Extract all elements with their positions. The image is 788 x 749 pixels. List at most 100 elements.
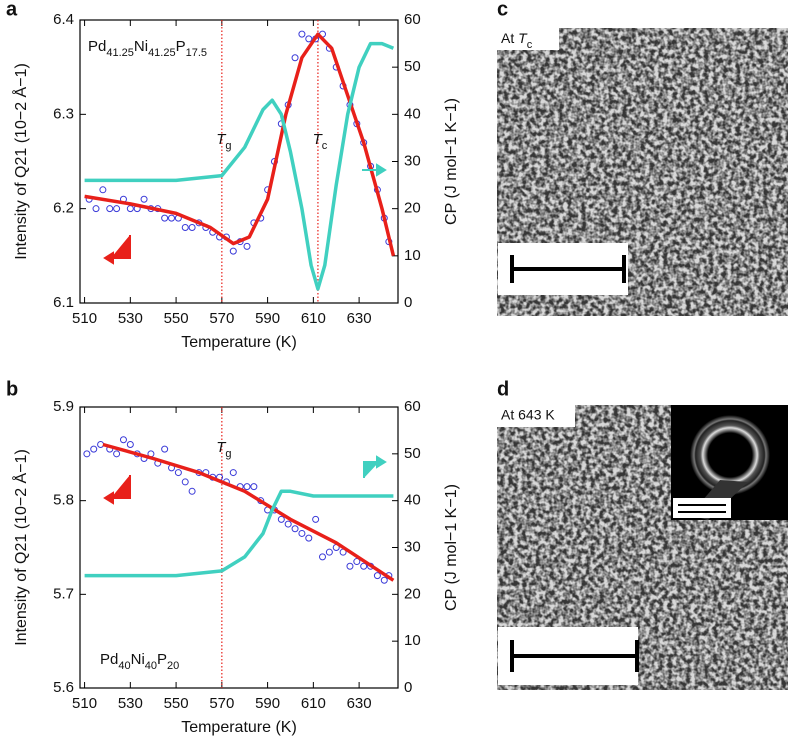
data-point bbox=[277, 515, 285, 523]
data-point bbox=[174, 469, 182, 477]
x-tick-label: 590 bbox=[255, 310, 280, 327]
data-point bbox=[312, 515, 320, 523]
data-point bbox=[119, 436, 127, 444]
fit-line bbox=[102, 442, 395, 582]
data-point bbox=[92, 205, 100, 213]
panel-label: a bbox=[6, 0, 18, 20]
data-point bbox=[106, 205, 114, 213]
x-tick-label: 550 bbox=[164, 695, 189, 712]
y2-tick-label: 30 bbox=[404, 152, 421, 169]
data-point bbox=[83, 450, 91, 458]
x-tick-label: 550 bbox=[164, 310, 189, 327]
y-tick-label: 5.8 bbox=[53, 492, 74, 509]
caption-box bbox=[497, 28, 559, 50]
y2-tick-label: 40 bbox=[404, 105, 421, 122]
data-point bbox=[360, 562, 368, 570]
panel-label: b bbox=[6, 378, 18, 400]
data-point bbox=[99, 186, 107, 194]
y2-tick-label: 50 bbox=[404, 58, 421, 75]
y-axis-title: Intensity of Q21 (10−2 Å−1) bbox=[11, 449, 30, 646]
panel-label: c bbox=[497, 0, 508, 20]
data-point bbox=[243, 242, 251, 250]
y-axis-title: Intensity of Q21 (10−2 Å−1) bbox=[11, 63, 30, 260]
tem-image-c bbox=[497, 28, 788, 316]
y-tick-label: 6.3 bbox=[53, 105, 74, 122]
data-point bbox=[250, 483, 258, 491]
x-tick-label: 610 bbox=[301, 310, 326, 327]
tem-image-d bbox=[497, 405, 788, 690]
y-tick-label: 5.7 bbox=[53, 585, 74, 602]
y2-tick-label: 10 bbox=[404, 632, 421, 649]
y2-tick-label: 40 bbox=[404, 492, 421, 509]
x-tick-label: 590 bbox=[255, 695, 280, 712]
data-point bbox=[126, 440, 134, 448]
y-tick-label: 6.2 bbox=[53, 200, 74, 217]
x-tick-label: 570 bbox=[209, 695, 234, 712]
cp-line bbox=[84, 489, 394, 578]
image-caption: At Tc bbox=[501, 30, 533, 51]
y2-tick-label: 20 bbox=[404, 200, 421, 217]
data-point bbox=[168, 214, 176, 222]
transition-label: Tg bbox=[216, 439, 231, 460]
y2-axis-title: CP (J mol−1 K−1) bbox=[443, 484, 460, 611]
y2-tick-label: 10 bbox=[404, 247, 421, 264]
data-point bbox=[97, 440, 105, 448]
axis-arrow-left bbox=[103, 235, 131, 265]
x-axis-title: Temperature (K) bbox=[181, 719, 297, 736]
x-tick-label: 630 bbox=[347, 310, 372, 327]
data-point bbox=[298, 529, 306, 537]
data-point bbox=[325, 548, 333, 556]
image-caption: At 643 K bbox=[501, 407, 555, 423]
transition-label: Tc bbox=[313, 131, 328, 152]
data-point bbox=[188, 487, 196, 495]
composition-label: Pd40Ni40P20 bbox=[100, 651, 179, 672]
data-point bbox=[346, 562, 354, 570]
x-tick-label: 530 bbox=[118, 310, 143, 327]
x-tick-label: 530 bbox=[118, 695, 143, 712]
data-point bbox=[284, 520, 292, 528]
data-point bbox=[113, 450, 121, 458]
data-point bbox=[113, 205, 121, 213]
plot-frame bbox=[79, 406, 399, 689]
y-tick-label: 5.9 bbox=[53, 398, 74, 415]
data-point bbox=[373, 572, 381, 580]
data-point bbox=[353, 558, 361, 566]
caption-box bbox=[497, 405, 575, 427]
data-point bbox=[229, 469, 237, 477]
x-axis-title: Temperature (K) bbox=[181, 334, 297, 351]
composition-label: Pd41.25Ni41.25P17.5 bbox=[88, 38, 207, 59]
data-point bbox=[291, 54, 299, 62]
y2-tick-label: 0 bbox=[404, 679, 412, 696]
data-point bbox=[140, 195, 148, 203]
x-tick-label: 510 bbox=[72, 695, 97, 712]
data-point bbox=[161, 214, 169, 222]
x-tick-label: 510 bbox=[72, 310, 97, 327]
data-point bbox=[305, 35, 313, 43]
data-point bbox=[298, 30, 306, 38]
cp-line bbox=[84, 41, 395, 291]
y2-tick-label: 50 bbox=[404, 445, 421, 462]
y-tick-label: 5.6 bbox=[53, 679, 74, 696]
y2-axis-title: CP (J mol−1 K−1) bbox=[443, 98, 460, 225]
data-point bbox=[181, 478, 189, 486]
data-point bbox=[305, 534, 313, 542]
data-point bbox=[243, 483, 251, 491]
data-point bbox=[126, 205, 134, 213]
x-tick-label: 570 bbox=[209, 310, 234, 327]
x-tick-label: 610 bbox=[301, 695, 326, 712]
data-point bbox=[188, 224, 196, 232]
axis-arrow-right bbox=[363, 455, 387, 478]
data-point bbox=[291, 525, 299, 533]
transition-label: Tg bbox=[216, 131, 231, 152]
plot-frame bbox=[79, 19, 399, 304]
data-point bbox=[229, 247, 237, 255]
axis-arrow-left bbox=[103, 475, 131, 505]
data-point bbox=[161, 445, 169, 453]
y2-tick-label: 30 bbox=[404, 538, 421, 555]
data-point bbox=[319, 553, 327, 561]
y2-tick-label: 60 bbox=[404, 398, 421, 415]
y2-tick-label: 20 bbox=[404, 585, 421, 602]
panel-label: d bbox=[497, 378, 509, 400]
x-tick-label: 630 bbox=[347, 695, 372, 712]
data-point bbox=[380, 576, 388, 584]
